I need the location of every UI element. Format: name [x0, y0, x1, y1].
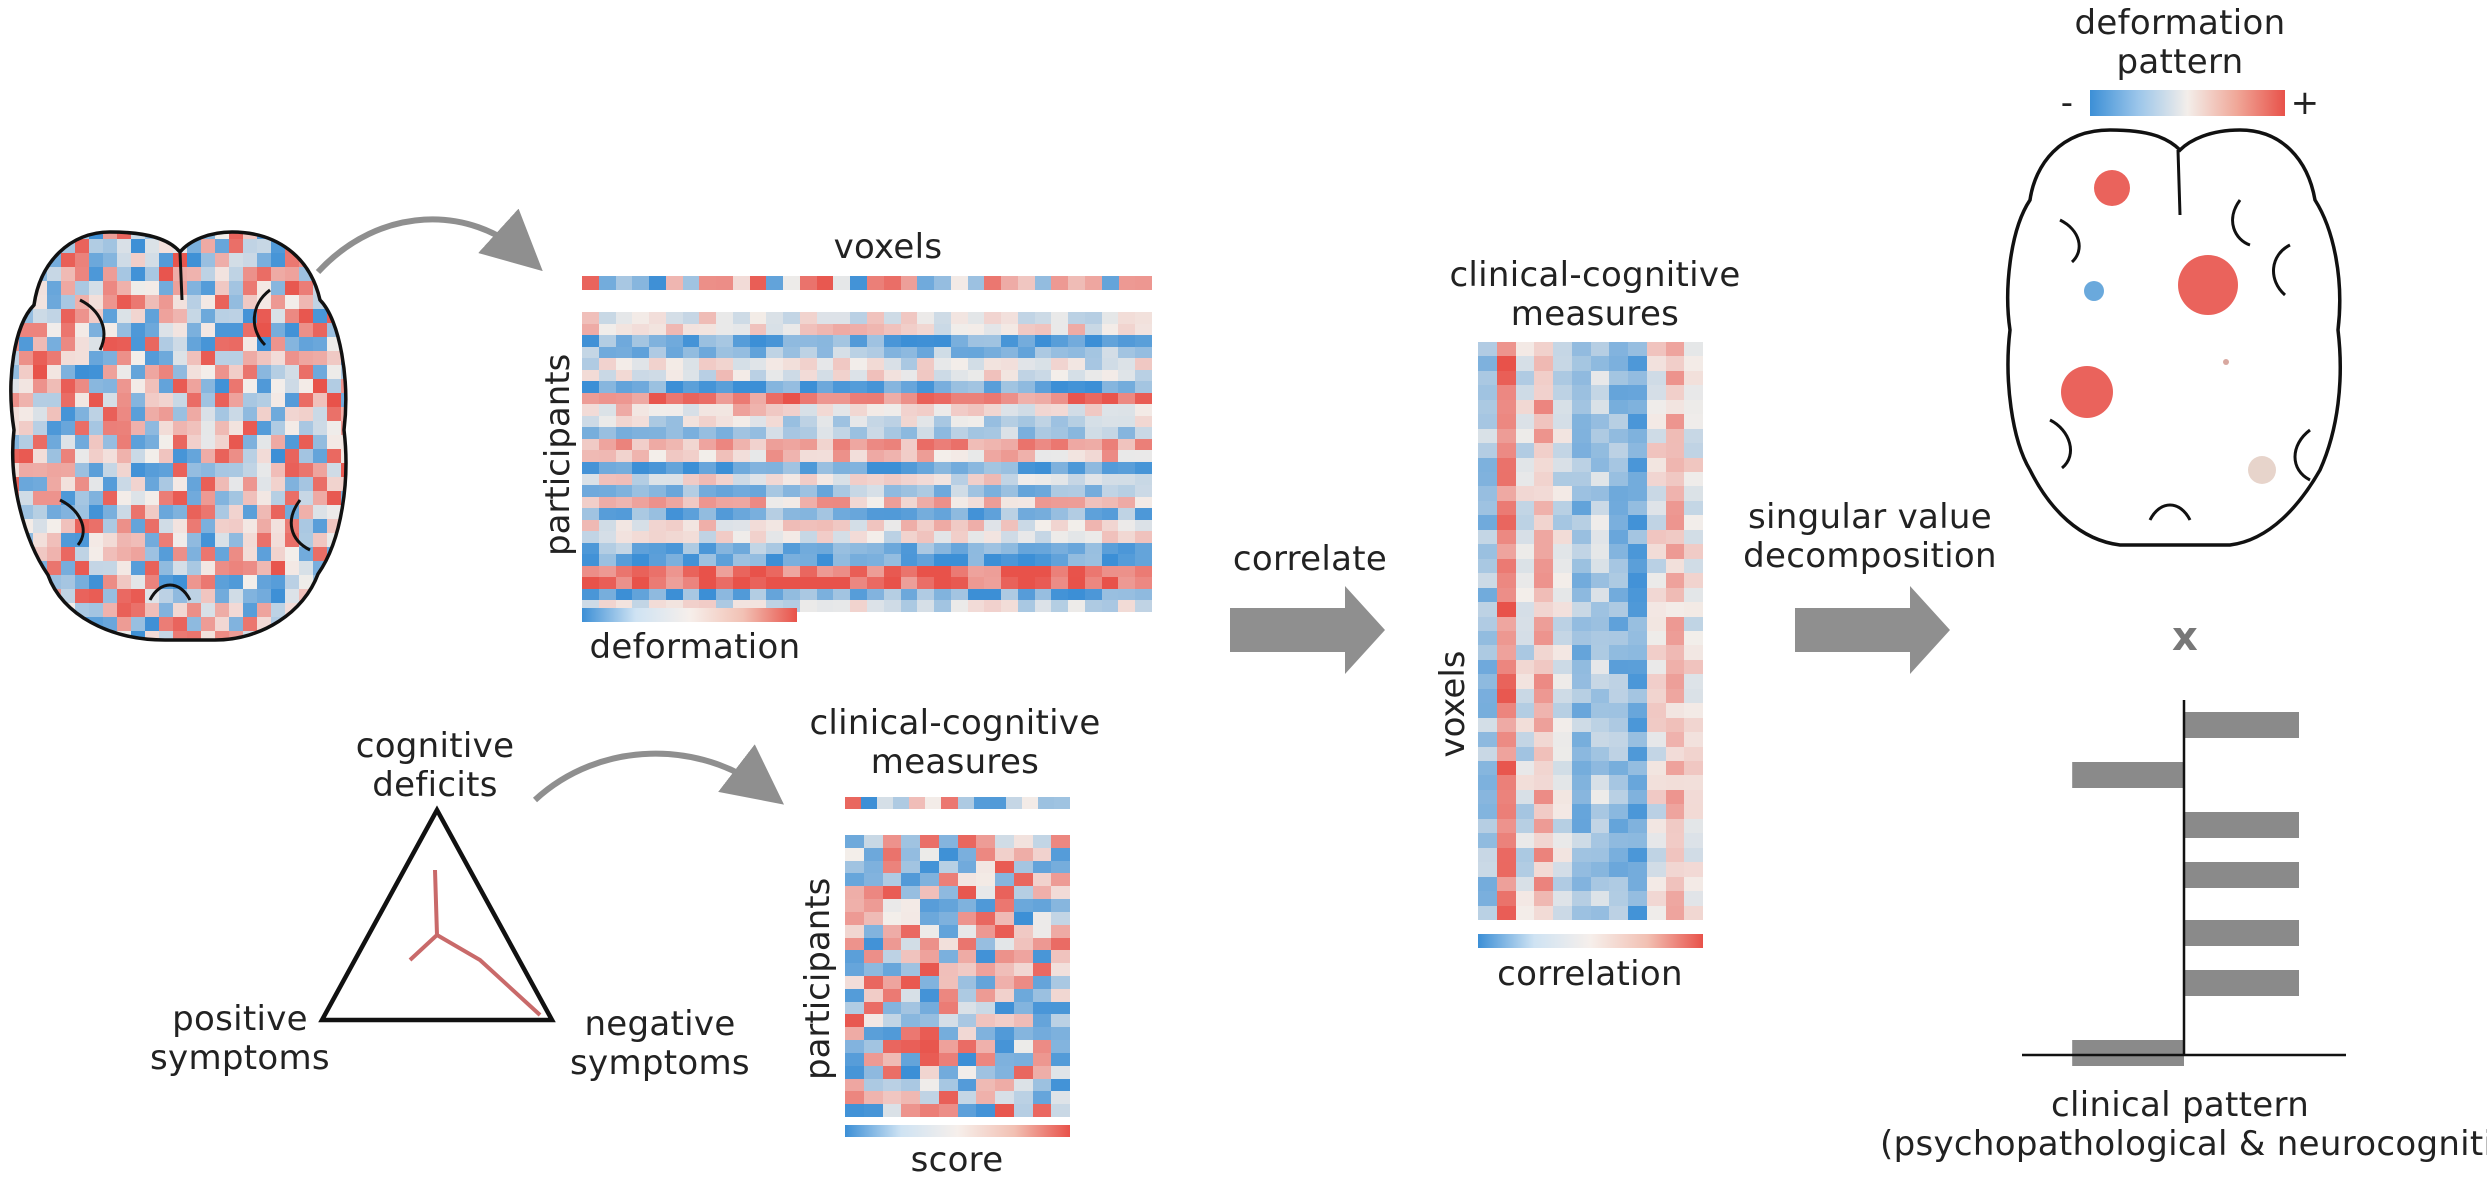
brain-outline-icon	[2006, 128, 2342, 547]
negative-symptoms-label: negative symptoms	[560, 1004, 760, 1084]
brain-heatmap-icon	[9, 230, 348, 642]
negative-symptoms-line1: negative	[584, 1004, 736, 1044]
block-arrow-icon	[1795, 586, 1950, 674]
clinical-pattern-bar	[2184, 712, 2299, 738]
legend-minus: -	[2060, 83, 2074, 123]
clinical-pattern-label: clinical pattern (psychopathological & n…	[1880, 1085, 2487, 1165]
svd-line1: singular value	[1748, 497, 1992, 537]
deformation-pattern-line2: pattern	[2116, 42, 2244, 83]
clinical-measures-bottom-line2: measures	[870, 742, 1040, 783]
deformation-pattern-label: deformation pattern	[2050, 3, 2310, 83]
clinical-pattern-bar	[2184, 920, 2299, 946]
positive-symptoms-line1: positive	[172, 999, 308, 1039]
cognitive-deficits-label: cognitive deficits	[330, 726, 540, 806]
score-label: score	[910, 1140, 1004, 1180]
clinical-pattern-bar	[2184, 812, 2299, 838]
clinical-pattern-bar	[2072, 1040, 2184, 1066]
clinical-measures-mid-label: clinical-cognitive measures	[1430, 255, 1760, 335]
clinical-measures-bottom-line1: clinical-cognitive	[809, 703, 1101, 743]
correlate-label: correlate	[1232, 539, 1388, 579]
deformation-pattern-colorbar	[2090, 90, 2285, 116]
voxels-mid-label: voxels	[1433, 650, 1473, 758]
clinical-pattern-line2: (psychopathological & neurocognitive)	[1880, 1124, 2487, 1165]
participants-bottom-label: participants	[798, 877, 838, 1080]
clinical-pattern-bar	[2072, 762, 2184, 788]
correlation-matrix	[1478, 342, 1703, 920]
clinical-pattern-bar	[2184, 862, 2299, 888]
voxels-strip	[582, 276, 1153, 290]
deformation-pattern-line1: deformation	[2074, 3, 2286, 43]
positive-symptoms-line2: symptoms	[150, 1038, 330, 1079]
deformation-matrix	[582, 312, 1152, 612]
times-sign: x	[2171, 614, 2199, 660]
deformation-label: deformation	[589, 627, 801, 667]
cognitive-deficits-line2: deficits	[372, 765, 498, 806]
triangle-icon	[318, 805, 556, 1023]
positive-symptoms-label: positive symptoms	[150, 999, 330, 1079]
clinical-measures-mid-line2: measures	[1510, 294, 1680, 335]
legend-plus: +	[2290, 83, 2320, 123]
deformation-colorbar	[582, 608, 797, 622]
correlation-colorbar	[1478, 934, 1703, 948]
clinical-pattern-bar	[2184, 970, 2299, 996]
clinical-measures-bottom-label: clinical-cognitive measures	[790, 703, 1120, 783]
svd-label: singular value decomposition	[1720, 497, 2020, 577]
score-matrix	[845, 835, 1070, 1117]
svd-line2: decomposition	[1743, 536, 1997, 577]
cognitive-deficits-line1: cognitive	[355, 726, 515, 766]
negative-symptoms-line2: symptoms	[570, 1043, 750, 1084]
curved-arrow-icon	[532, 744, 785, 805]
curved-arrow-icon	[315, 208, 543, 275]
clinical-pattern-chart	[2022, 700, 2346, 1066]
clinical-measures-strip	[845, 797, 1071, 809]
voxels-label: voxels	[833, 227, 943, 267]
block-arrow-icon	[1230, 586, 1385, 674]
score-colorbar	[845, 1125, 1070, 1137]
participants-label: participants	[538, 353, 578, 556]
correlation-label: correlation	[1497, 954, 1683, 994]
clinical-pattern-line1: clinical pattern	[2050, 1085, 2310, 1125]
clinical-measures-mid-line1: clinical-cognitive	[1449, 255, 1741, 295]
